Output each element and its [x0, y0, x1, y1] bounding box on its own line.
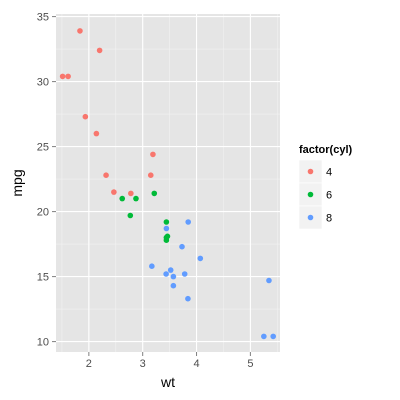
data-point-cyl-4 — [128, 190, 134, 197]
y-tick-label: 25 — [37, 142, 49, 154]
data-point-cyl-8 — [185, 295, 191, 302]
legend: factor(cyl) 4 6 8 — [298, 144, 353, 230]
data-point-cyl-8 — [266, 277, 272, 284]
data-point-cyl-8 — [163, 271, 169, 277]
data-point-cyl-6 — [119, 195, 126, 202]
legend-key-6 — [307, 191, 314, 198]
legend-key-4 — [307, 168, 314, 175]
legend-label-6: 6 — [326, 190, 332, 202]
legend-keys: 4 6 8 — [298, 159, 332, 230]
data-point-cyl-4 — [65, 73, 71, 80]
y-axis-title: mpg — [9, 169, 25, 196]
y-tick-label: 15 — [37, 272, 49, 284]
data-point-cyl-4 — [82, 113, 89, 120]
data-point-cyl-8 — [270, 333, 277, 340]
data-point-cyl-8 — [181, 271, 188, 277]
x-tick-label: 3 — [140, 358, 146, 370]
data-point-cyl-8 — [197, 255, 204, 262]
legend-title: factor(cyl) — [299, 144, 353, 156]
data-point-cyl-6 — [133, 195, 139, 202]
data-point-cyl-8 — [261, 333, 267, 340]
data-point-cyl-4 — [93, 130, 100, 137]
data-points — [59, 28, 277, 340]
data-point-cyl-6 — [163, 234, 170, 241]
y-tick-label: 30 — [37, 77, 49, 89]
x-axis-ticks: 2 3 4 5 — [86, 352, 253, 370]
plot-panel — [56, 14, 280, 352]
x-tick-label: 2 — [86, 358, 92, 370]
y-tick-label: 10 — [37, 337, 49, 349]
data-point-cyl-8 — [185, 219, 191, 225]
minor-gridlines — [56, 14, 280, 352]
y-axis-ticks: 10 15 20 25 30 35 — [37, 12, 56, 349]
data-point-cyl-6 — [151, 190, 158, 197]
data-point-cyl-4 — [103, 172, 109, 178]
data-point-cyl-4 — [111, 189, 117, 195]
data-point-cyl-4 — [96, 47, 103, 54]
data-point-cyl-4 — [147, 172, 154, 178]
x-tick-label: 5 — [247, 358, 253, 370]
data-point-cyl-4 — [77, 28, 83, 34]
data-point-cyl-8 — [163, 225, 170, 232]
legend-label-4: 4 — [326, 167, 332, 179]
data-point-cyl-8 — [170, 282, 177, 289]
data-point-cyl-8 — [149, 263, 155, 270]
data-point-cyl-8 — [179, 243, 185, 250]
legend-key-8 — [307, 214, 314, 221]
y-tick-label: 35 — [37, 12, 49, 24]
x-tick-label: 4 — [193, 358, 199, 370]
y-tick-label: 20 — [37, 207, 49, 219]
data-point-cyl-4 — [59, 73, 66, 80]
data-point-cyl-8 — [170, 273, 177, 280]
major-gridlines — [56, 14, 280, 352]
data-point-cyl-6 — [127, 212, 134, 219]
data-point-cyl-8 — [167, 267, 174, 273]
x-axis-title: wt — [160, 374, 175, 390]
data-point-cyl-4 — [150, 151, 156, 158]
legend-label-8: 8 — [326, 213, 332, 225]
data-point-cyl-6 — [163, 219, 170, 225]
